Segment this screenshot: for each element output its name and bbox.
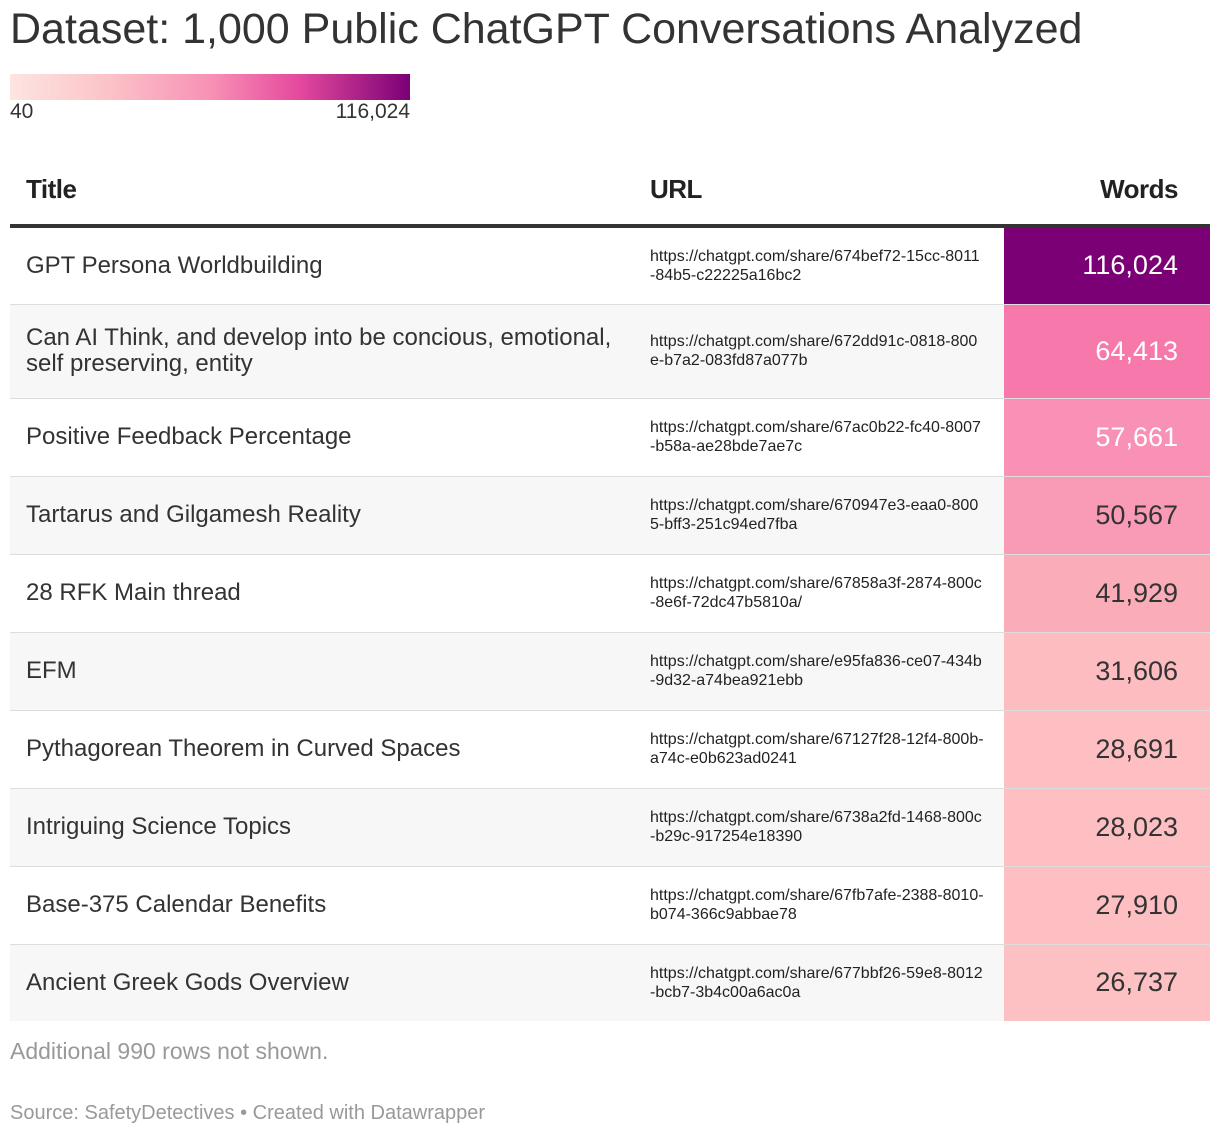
table-header-row: Title URL Words [10,154,1210,228]
cell-url: https://chatgpt.com/share/67858a3f-2874-… [634,554,1004,633]
table-row: Base-375 Calendar Benefits https://chatgp… [10,866,1210,945]
table-row: Positive Feedback Percentage https://chat… [10,398,1210,477]
chart-container: Dataset: 1,000 Public ChatGPT Conversati… [10,0,1210,1125]
cell-words: 31,606 [1004,632,1210,711]
column-header-words[interactable]: Words [1004,154,1210,228]
column-header-title[interactable]: Title [10,154,634,228]
cell-title: Pythagorean Theorem in Curved Spaces [10,710,634,789]
cell-words: 116,024 [1004,226,1210,305]
legend-labels: 40 116,024 [10,100,410,124]
cell-title: Base-375 Calendar Benefits [10,866,634,945]
legend-max-label: 116,024 [335,100,410,123]
cell-url: https://chatgpt.com/share/67fb7afe-2388-… [634,866,1004,945]
color-legend: 40 116,024 [10,74,410,124]
cell-title: GPT Persona Worldbuilding [10,226,634,305]
cell-title: 28 RFK Main thread [10,554,634,633]
cell-url: https://chatgpt.com/share/670947e3-eaa0-… [634,476,1004,555]
cell-words: 28,023 [1004,788,1210,867]
table-row: Tartarus and Gilgamesh Reality https://ch… [10,476,1210,555]
cell-title: Intriguing Science Topics [10,788,634,867]
cell-url: https://chatgpt.com/share/67ac0b22-fc40-… [634,398,1004,477]
cell-title: Tartarus and Gilgamesh Reality [10,476,634,555]
cell-words: 50,567 [1004,476,1210,555]
cell-url: https://chatgpt.com/share/67127f28-12f4-… [634,710,1004,789]
cell-words: 27,910 [1004,866,1210,945]
cell-words: 57,661 [1004,398,1210,477]
cell-url: https://chatgpt.com/share/674bef72-15cc-… [634,226,1004,305]
cell-title: Can AI Think, and develop into be concio… [10,304,634,399]
cell-words: 28,691 [1004,710,1210,789]
table-row: EFM https://chatgpt.com/share/e95fa836-ce… [10,632,1210,711]
cell-words: 41,929 [1004,554,1210,633]
legend-gradient-bar [10,74,410,100]
source-credit: Source: SafetyDetectives • Created with … [10,1102,485,1124]
cell-url: https://chatgpt.com/share/677bbf26-59e8-… [650,964,983,1001]
column-header-url[interactable]: URL [634,154,1004,228]
table-row: GPT Persona Worldbuilding https://chatgpt… [10,226,1210,305]
cell-title: EFM [10,632,634,711]
cell-words: 64,413 [1004,304,1210,399]
chart-title: Dataset: 1,000 Public ChatGPT Conversati… [10,5,1083,53]
table-row: 28 RFK Main thread https://chatgpt.com/sh… [10,554,1210,633]
table-row: Intriguing Science Topics https://chatgpt… [10,788,1210,867]
table-row: Ancient Greek Gods Overview https://chatg… [10,944,1210,1021]
cell-url: https://chatgpt.com/share/e95fa836-ce07-… [634,632,1004,711]
cell-title: Positive Feedback Percentage [10,398,634,477]
legend-min-label: 40 [10,100,34,123]
data-table: Title URL Words GPT Persona Worldbuildin… [10,154,1210,1021]
table-body: GPT Persona Worldbuilding https://chatgpt… [10,226,1210,1021]
rows-not-shown-note: Additional 990 rows not shown. [10,1038,329,1064]
cell-url: https://chatgpt.com/share/6738a2fd-1468-… [634,788,1004,867]
cell-words: 26,737 [1004,944,1210,1021]
table-row: Pythagorean Theorem in Curved Spaces http… [10,710,1210,789]
cell-title: Ancient Greek Gods Overview [26,968,349,996]
table-row: Can AI Think, and develop into be concio… [10,304,1210,399]
cell-url: https://chatgpt.com/share/672dd91c-0818-… [634,304,1004,399]
